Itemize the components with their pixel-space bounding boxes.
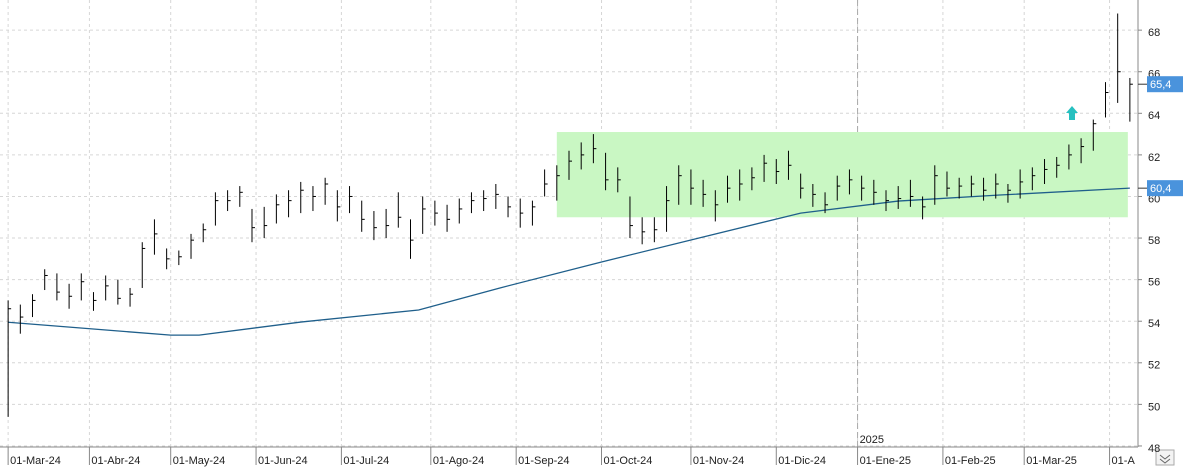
- year-label: 2025: [860, 434, 884, 446]
- y-tick-label: 68: [1148, 27, 1160, 39]
- x-tick-label: 01-A: [1112, 455, 1136, 467]
- x-tick-label: 01-Jun-24: [258, 455, 308, 467]
- x-tick-label: 01-Jul-24: [343, 455, 389, 467]
- last-value-box: [1147, 76, 1183, 93]
- x-tick-label: 01-Mar-25: [1026, 455, 1077, 467]
- x-tick-label: 01-Ago-24: [433, 455, 484, 467]
- x-tick-label: 01-Ene-25: [860, 455, 911, 467]
- y-tick-label: 50: [1148, 401, 1160, 413]
- range-zone: [556, 132, 1128, 218]
- scroll-button[interactable]: [1155, 449, 1175, 466]
- y-tick-label: 48: [1148, 443, 1160, 455]
- x-tick-label: 01-Feb-25: [945, 455, 996, 467]
- y-tick-label: 52: [1148, 360, 1160, 372]
- y-tick-label: 64: [1148, 110, 1160, 122]
- signal-arrow: [1066, 106, 1078, 120]
- x-tick-label: 01-Nov-24: [693, 455, 744, 467]
- moving-average: [8, 187, 1130, 336]
- y-tick-label: 56: [1148, 277, 1160, 289]
- y-tick-label: 54: [1148, 318, 1160, 330]
- y-tick-label: 58: [1148, 235, 1160, 247]
- plot-area: [0, 0, 1138, 447]
- last-value-box: [1147, 180, 1183, 197]
- x-tick-label: 01-May-24: [173, 455, 226, 467]
- x-tick-label: 01-Dic-24: [778, 455, 826, 467]
- last-value-label: 60,4: [1150, 183, 1171, 195]
- last-value-label: 65,4: [1150, 79, 1171, 91]
- x-tick-label: 01-Oct-24: [604, 455, 653, 467]
- x-tick-label: 01-Abr-24: [91, 455, 140, 467]
- y-tick-label: 60: [1148, 193, 1160, 205]
- scroll-icon: [1159, 454, 1171, 464]
- x-tick-label: 01-Mar-24: [10, 455, 61, 467]
- y-tick-label: 62: [1148, 152, 1160, 164]
- x-tick-label: 01-Sep-24: [518, 455, 569, 467]
